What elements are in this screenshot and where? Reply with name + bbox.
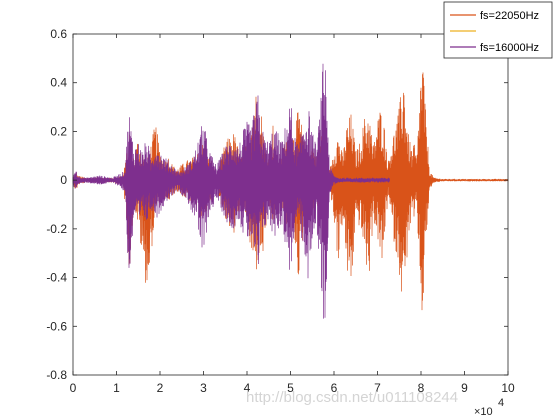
x-exponent-power: 4 [498,397,504,409]
legend-box [443,1,553,59]
y-tick-label: 0.2 [50,124,67,138]
x-tick-label: 0 [70,381,77,395]
y-tick-label: 0.4 [50,76,67,90]
x-tick-label: 6 [331,381,338,395]
x-exponent-base: ×10 [474,406,493,418]
x-tick-label: 9 [461,381,468,395]
legend: fs=22050Hz fs=16000Hz [443,1,553,59]
x-tick-label: 5 [287,381,294,395]
series-layer [72,63,509,319]
y-tick-label: 0 [60,173,67,187]
y-tick-label: -0.6 [46,319,67,333]
x-tick-label: 2 [157,381,164,395]
legend-label-22050: fs=22050Hz [480,10,539,22]
y-tick-label: 0.6 [50,27,67,41]
x-tick-label: 4 [244,381,251,395]
x-tick-label: 10 [501,381,515,395]
y-axis: -0.8 -0.6 -0.4 -0.2 0 0.2 0.4 0.6 [46,27,508,382]
x-tick-label: 7 [374,381,381,395]
legend-label-16000: fs=16000Hz [480,42,539,54]
x-exponent-label: ×10 4 [474,397,504,418]
plot-area: 0 1 2 3 4 5 6 7 8 9 10 -0.8 -0.6 -0.4 -0.2 0 0.2 0.4 0.6 [46,27,515,395]
y-tick-label: -0.4 [46,271,67,285]
x-tick-label: 1 [113,381,120,395]
series-fs-16000hz [72,63,390,319]
x-tick-label: 8 [418,381,425,395]
y-tick-label: -0.8 [46,368,67,382]
y-tick-label: -0.2 [46,222,67,236]
watermark-text: http://blog.csdn.net/u011108244 [246,389,458,406]
series-line-fs-16000hz [72,63,390,319]
x-axis: 0 1 2 3 4 5 6 7 8 9 10 [70,34,515,395]
x-tick-label: 3 [200,381,207,395]
